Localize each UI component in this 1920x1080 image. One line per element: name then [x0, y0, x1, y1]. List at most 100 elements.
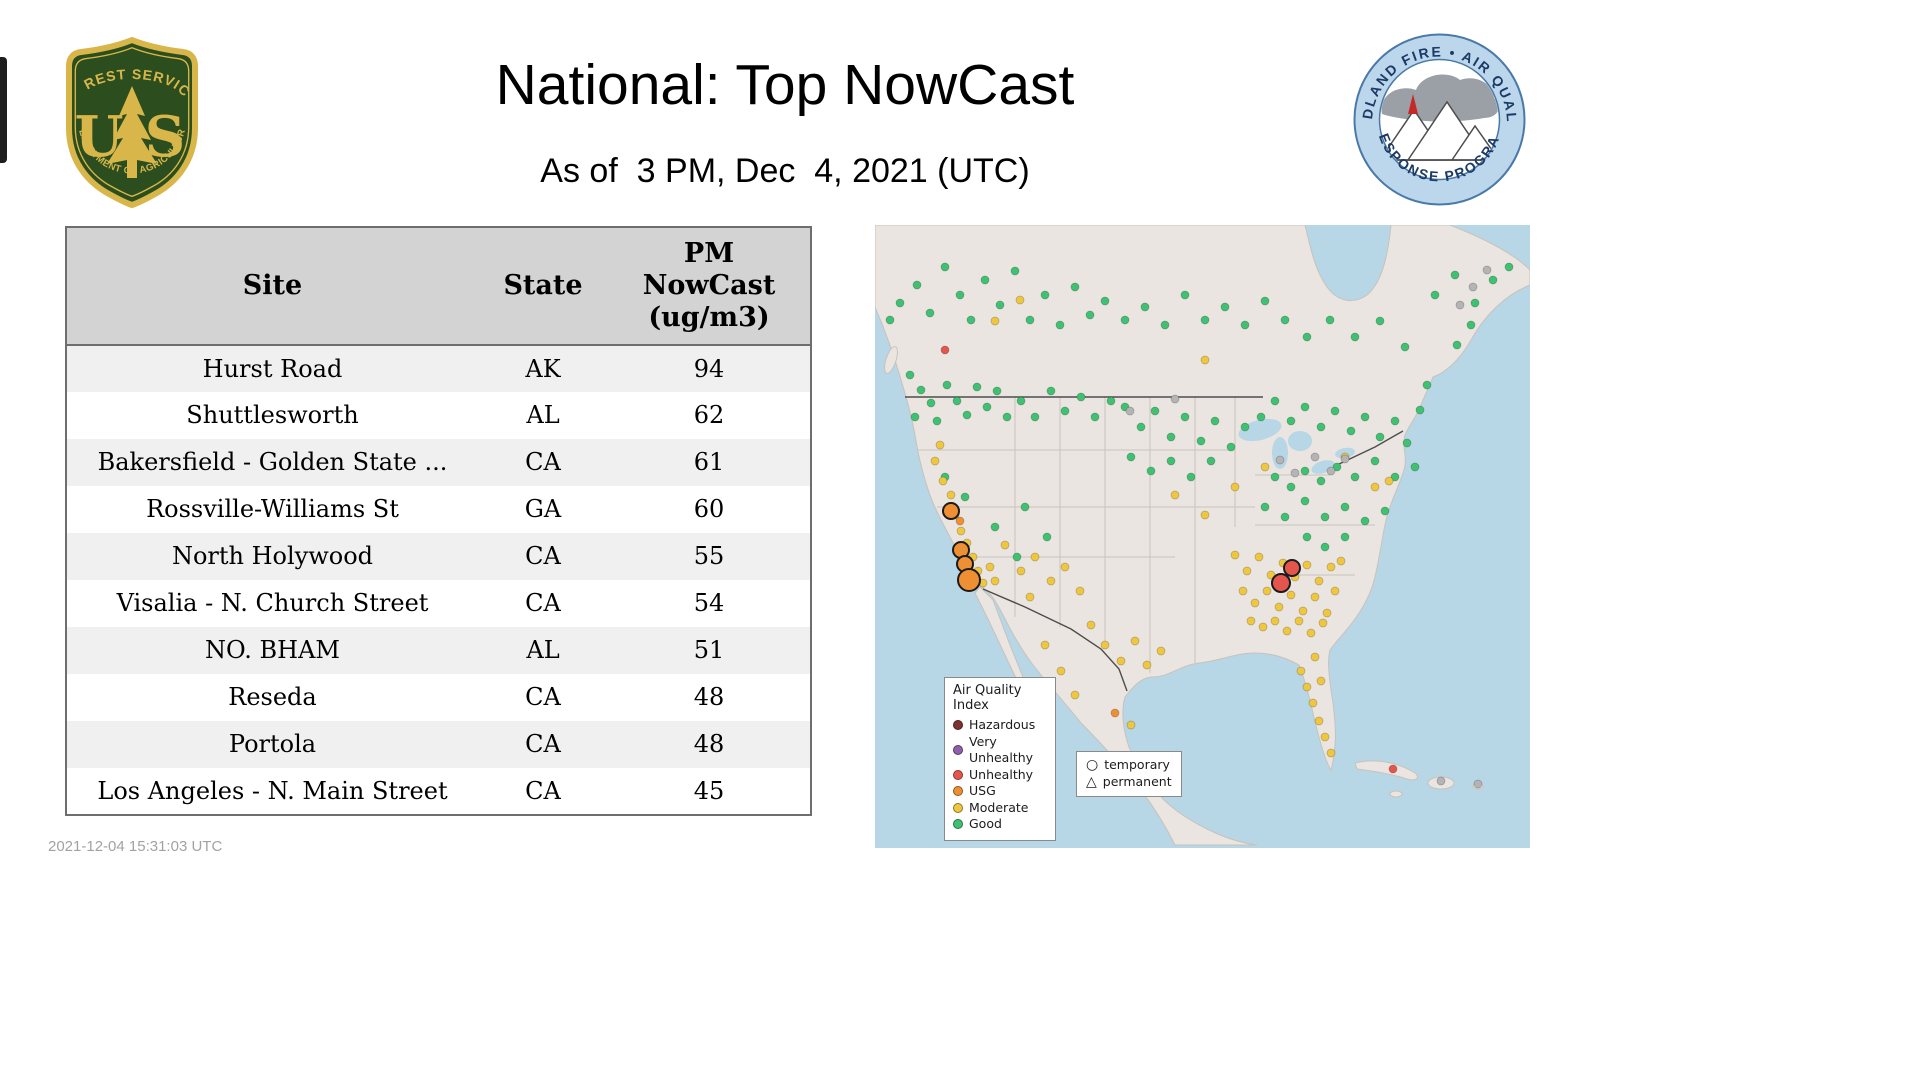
station-dot-good — [1370, 456, 1380, 466]
station-dot-good — [1055, 320, 1065, 330]
vancouver-island — [884, 346, 898, 374]
station-dot-good — [1320, 542, 1330, 552]
station-dot-good — [1016, 396, 1026, 406]
station-dot-good — [1260, 502, 1270, 512]
left-edge-artifact — [0, 57, 7, 163]
station-dot-moderate — [1075, 586, 1085, 596]
station-dot-good — [1286, 416, 1296, 426]
station-dot-good — [1220, 302, 1230, 312]
station-dot-good — [1280, 512, 1290, 522]
table-row: Bakersfield - Golden State ... CA 61 — [66, 438, 811, 486]
station-dot-good — [1136, 422, 1146, 432]
station-dot-good — [1300, 402, 1310, 412]
station-dot-moderate — [1262, 586, 1272, 596]
state-cell: CA — [525, 589, 561, 618]
marker-legend-items: ○ temporary △ permanent — [1086, 756, 1172, 790]
aqi-legend: Air Quality Index Hazardous Very Unhealth… — [944, 677, 1056, 841]
station-dot-moderate — [1308, 698, 1318, 708]
station-dot-moderate — [1254, 552, 1264, 562]
station-dot-no_data — [1455, 300, 1465, 310]
station-dot-moderate — [1046, 576, 1056, 586]
station-dot-moderate — [1318, 618, 1328, 628]
table-row: NO. BHAM AL 51 — [66, 626, 811, 674]
legend-item-very_unhealthy: Very Unhealthy — [953, 734, 1047, 767]
wfaqrp-logo: WILDLAND FIRE • AIR QUALITY RESPONSE PRO… — [1352, 32, 1526, 206]
station-dot-good — [1360, 516, 1370, 526]
marker-legend-label: permanent — [1102, 774, 1172, 789]
legend-label: Hazardous — [969, 717, 1036, 732]
station-dot-good — [1240, 320, 1250, 330]
station-dot-good — [1085, 310, 1095, 320]
legend-color-swatch-good — [953, 819, 963, 830]
station-dot-good — [910, 412, 920, 422]
station-dot-good — [982, 402, 992, 412]
station-dot-moderate — [1200, 510, 1210, 520]
site-cell: Reseda — [228, 683, 317, 712]
station-dot-moderate — [1100, 640, 1110, 650]
station-dot-good — [1332, 462, 1342, 472]
site-cell: Shuttlesworth — [186, 401, 359, 430]
legend-color-swatch-moderate — [953, 802, 963, 813]
station-dot-moderate — [935, 440, 945, 450]
site-cell: North Holywood — [171, 542, 374, 571]
station-dot-good — [960, 492, 970, 502]
station-dot-good — [1002, 412, 1012, 422]
station-dot-moderate — [1142, 660, 1152, 670]
value-cell: 55 — [693, 542, 725, 571]
station-dot-good — [1070, 282, 1080, 292]
station-dot-good — [1076, 392, 1086, 402]
value-cell: 60 — [693, 495, 725, 524]
station-dot-good — [1100, 296, 1110, 306]
station-dot-moderate — [1230, 550, 1240, 560]
station-dot-good — [1470, 298, 1480, 308]
station-dot-moderate — [1316, 676, 1326, 686]
station-dot-no_data — [1125, 406, 1135, 416]
station-dot-good — [1504, 262, 1514, 272]
station-dot-moderate — [1156, 646, 1166, 656]
station-dot-good — [925, 308, 935, 318]
station-dot-moderate — [1314, 576, 1324, 586]
site-cell: Bakersfield - Golden State ... — [97, 448, 448, 477]
station-dot-good — [990, 522, 1000, 532]
usfs-inner-line — [74, 47, 190, 198]
legend-color-swatch-unhealthy — [953, 769, 963, 780]
station-dot-good — [1270, 396, 1280, 406]
station-dot-no_data — [1436, 776, 1446, 786]
site-cell: Hurst Road — [202, 354, 343, 383]
station-dot-good — [972, 382, 982, 392]
station-dot-good — [1126, 452, 1136, 462]
legend-item-unhealthy: Unhealthy — [953, 767, 1047, 784]
station-dot-good — [1410, 462, 1420, 472]
flame-icon — [1408, 94, 1418, 114]
table-row: Rossville-Williams St GA 60 — [66, 485, 811, 533]
station-dot-moderate — [1260, 462, 1270, 472]
header-site: Site — [66, 227, 478, 346]
table-row: Portola CA 48 — [66, 720, 811, 768]
legend-label: Very Unhealthy — [969, 733, 1034, 766]
station-dot-moderate — [1250, 598, 1260, 608]
marker-legend-item-temporary: ○ temporary — [1086, 756, 1172, 773]
station-dot-good — [1375, 432, 1385, 442]
station-dot-moderate — [1330, 586, 1340, 596]
station-dot-good — [1090, 412, 1100, 422]
station-dot-moderate — [1030, 552, 1040, 562]
station-dot-good — [1360, 412, 1370, 422]
station-dot-good — [1375, 316, 1385, 326]
table-row: North Holywood CA 55 — [66, 532, 811, 580]
station-dot-moderate — [1242, 566, 1252, 576]
station-dot-moderate — [1056, 666, 1066, 676]
station-dot-good — [1286, 482, 1296, 492]
station-dot-good — [1450, 270, 1460, 280]
station-dot-good — [1402, 438, 1412, 448]
station-dot-good — [1120, 315, 1130, 325]
station-dot-moderate — [985, 562, 995, 572]
legend-label: Unhealthy — [969, 766, 1034, 782]
station-dot-moderate — [1310, 652, 1320, 662]
station-dot-moderate — [1270, 616, 1280, 626]
station-dot-moderate — [1070, 690, 1080, 700]
station-dot-good — [1466, 320, 1476, 330]
station-dot-good — [932, 416, 942, 426]
cuba-island — [1354, 760, 1419, 781]
state-cell: AK — [525, 354, 561, 383]
station-dot-good — [1140, 302, 1150, 312]
